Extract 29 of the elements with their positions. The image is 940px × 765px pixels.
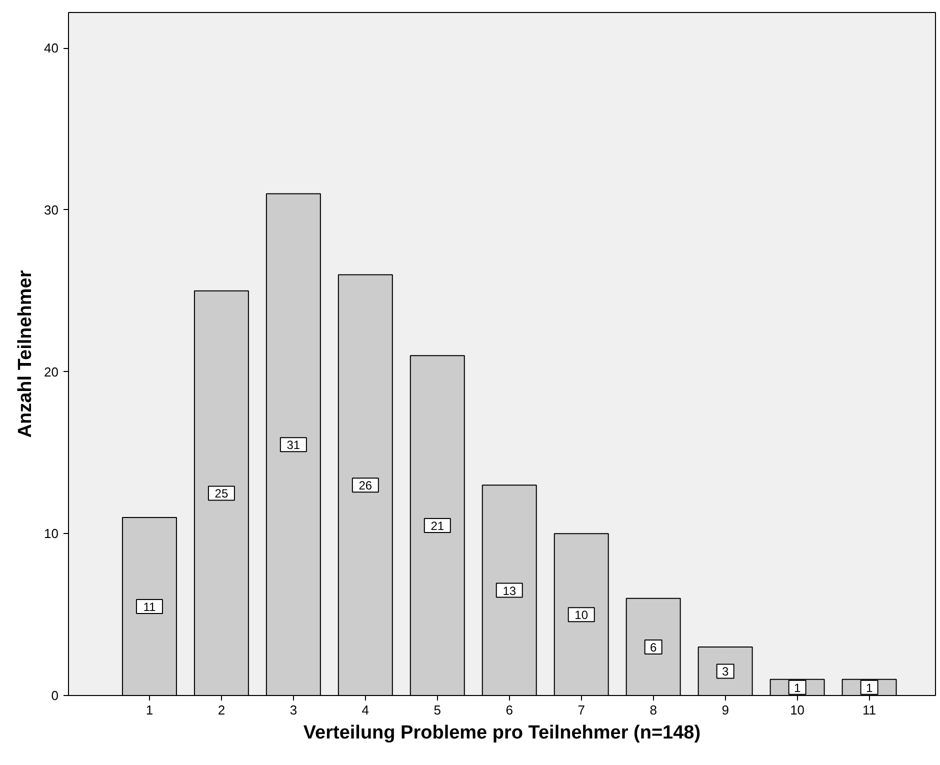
data-label: 6 [650,640,657,654]
data-label: 11 [143,600,156,614]
y-tick-label: 0 [51,688,59,703]
y-tick-label: 10 [44,526,59,542]
data-label: 31 [286,438,300,452]
x-tick-label: 1 [146,702,154,718]
data-label: 10 [574,608,588,622]
data-label: 3 [722,664,729,679]
y-tick-label: 40 [44,40,59,56]
data-label: 13 [502,584,516,598]
data-label: 21 [430,519,444,534]
x-tick-label: 9 [722,702,729,718]
x-tick-label: 6 [506,702,513,718]
data-label: 1 [794,680,801,695]
data-label: 25 [214,486,228,501]
data-label: 26 [358,478,372,493]
x-tick-label: 10 [790,702,805,718]
y-axis-title: Anzahl Teilnehmer [15,270,36,438]
y-tick-label: 30 [44,202,59,218]
y-tick-label: 20 [44,364,59,380]
x-tick-label: 3 [290,702,298,718]
x-tick-label: 4 [362,702,370,718]
x-tick-label: 8 [650,702,657,718]
x-axis-title: Verteilung Probleme pro Teilnehmer (n=148) [303,722,701,744]
x-tick-label: 11 [862,702,876,718]
x-tick-label: 5 [434,702,442,718]
x-tick-label: 2 [218,702,226,718]
x-tick-label: 7 [578,702,585,718]
data-label: 1 [866,680,873,695]
